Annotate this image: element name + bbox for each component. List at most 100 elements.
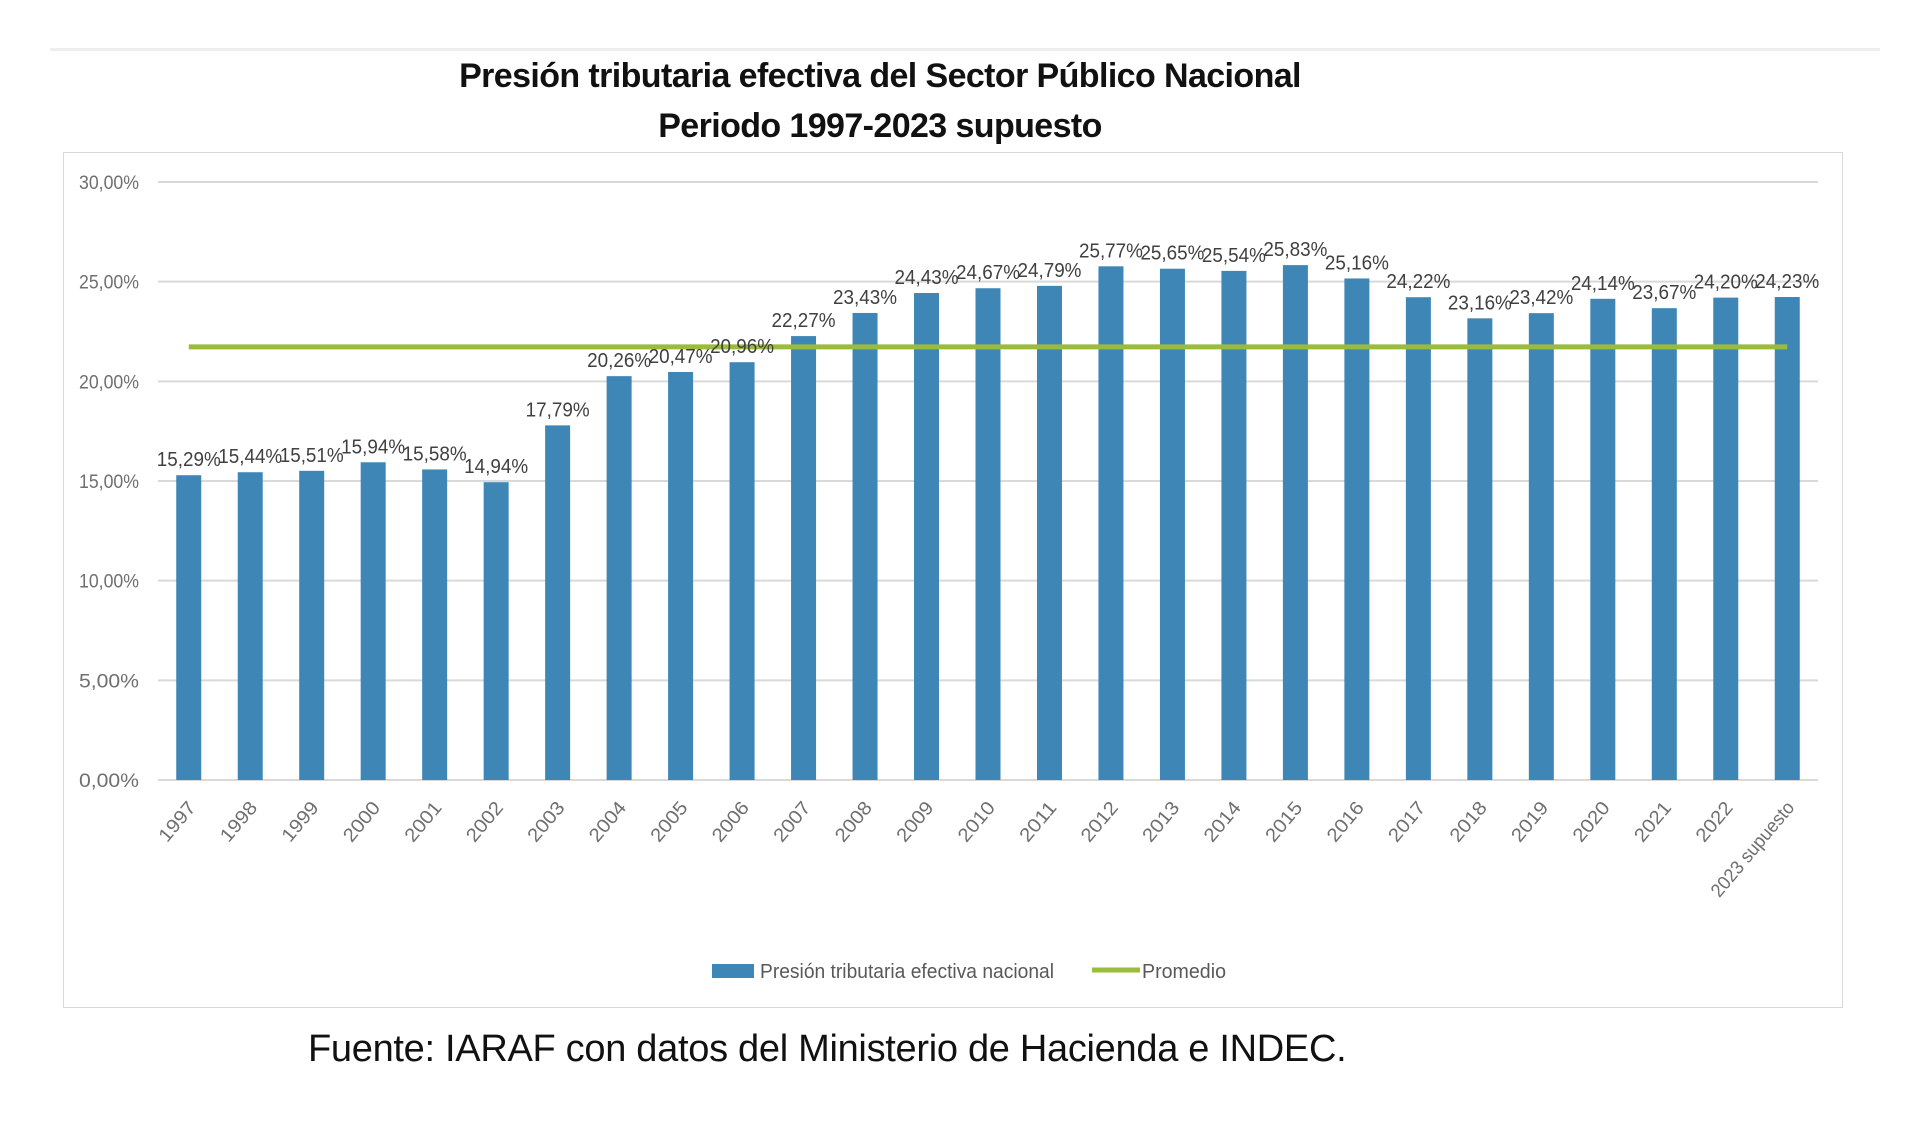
data-label: 15,94% <box>341 436 405 458</box>
y-tick-label: 5,00% <box>79 671 139 692</box>
bar <box>237 472 263 780</box>
bar <box>545 425 571 780</box>
bar <box>1036 285 1062 780</box>
data-labels: 15,29%15,44%15,51%15,94%15,58%14,94% 17,7… <box>157 239 1820 478</box>
bar <box>606 376 632 780</box>
data-label: 25,16% <box>1325 252 1389 274</box>
data-label: 20,26% <box>587 350 651 372</box>
x-tick-label: 2020 <box>1569 798 1615 847</box>
data-label: 25,54% <box>1202 245 1266 267</box>
data-label: 24,67% <box>956 262 1020 284</box>
legend: Presión tributaria efectiva nacional Pro… <box>712 961 1226 983</box>
data-label: 25,65% <box>1140 243 1204 265</box>
bar <box>299 470 325 780</box>
data-label: 25,77% <box>1079 240 1143 262</box>
x-tick-label: 2008 <box>831 798 877 847</box>
bar <box>483 482 509 780</box>
data-label: 20,96% <box>710 336 774 358</box>
bar <box>1344 278 1370 780</box>
y-tick-label: 15,00% <box>79 472 139 493</box>
x-tick-label: 2015 <box>1262 798 1308 847</box>
data-label: 15,44% <box>218 446 282 468</box>
x-tick-label: 1998 <box>216 798 262 847</box>
bar <box>1221 270 1247 780</box>
bar <box>1282 265 1308 780</box>
bar <box>1713 297 1739 780</box>
legend-label-average: Promedio <box>1142 961 1226 983</box>
x-tick-label: 2006 <box>708 798 754 847</box>
x-tick-label: 2021 <box>1630 798 1676 847</box>
bar <box>1774 297 1800 780</box>
bar <box>975 288 1001 780</box>
y-tick-label: 10,00% <box>79 572 139 593</box>
x-tick-label: 2010 <box>954 798 1000 847</box>
x-tick-label: 2007 <box>770 798 816 847</box>
bar <box>1405 297 1431 780</box>
x-tick-label: 2009 <box>893 798 939 847</box>
y-tick-label: 0,00% <box>79 771 139 792</box>
x-tick-label: 2018 <box>1446 798 1492 847</box>
chart-title: Presión tributaria efectiva del Sector P… <box>459 57 1301 95</box>
x-tick-label: 2014 <box>1200 797 1246 846</box>
data-label: 24,20% <box>1694 272 1758 294</box>
data-label: 24,79% <box>1017 260 1081 282</box>
y-tick-label: 25,00% <box>79 273 139 294</box>
x-tick-label: 2000 <box>339 798 385 847</box>
x-tick-label: 2013 <box>1139 798 1185 847</box>
bar <box>1651 308 1677 780</box>
y-tick-label: 30,00% <box>79 173 139 194</box>
bar <box>360 462 386 780</box>
bar <box>1159 268 1185 780</box>
data-label: 23,16% <box>1448 292 1512 314</box>
bar <box>729 362 755 780</box>
data-label: 22,27% <box>772 310 836 332</box>
data-label: 25,83% <box>1263 239 1327 261</box>
y-axis-labels: 0,00% 5,00% 10,00% 15,00% 20,00% 25,00% 30,00% <box>79 173 139 792</box>
chart-frame <box>63 152 1843 1008</box>
data-label: 15,58% <box>403 443 467 465</box>
x-tick-label: 2019 <box>1508 798 1554 847</box>
bar <box>668 371 694 780</box>
y-tick-label: 20,00% <box>79 372 139 393</box>
x-tick-label: 1999 <box>278 798 324 847</box>
data-label: 17,79% <box>526 399 590 421</box>
source-note: Fuente: IARAF con datos del Ministerio d… <box>308 1028 1347 1070</box>
data-label: 15,29% <box>157 449 221 471</box>
data-label: 15,51% <box>280 445 344 467</box>
x-tick-label: 2012 <box>1077 798 1123 847</box>
x-tick-label: 2005 <box>647 798 693 847</box>
bar <box>1098 266 1124 780</box>
bar <box>1528 313 1554 780</box>
data-label: 23,43% <box>833 287 897 309</box>
bars <box>176 265 1800 780</box>
data-label: 24,43% <box>895 267 959 289</box>
data-label: 20,47% <box>649 346 713 368</box>
bar <box>1467 318 1493 780</box>
chart-subtitle: Periodo 1997-2023 supuesto <box>658 107 1102 145</box>
top-divider <box>50 48 1880 51</box>
bar <box>791 336 817 780</box>
bar <box>176 475 202 780</box>
bar <box>852 312 878 780</box>
x-tick-label: 2003 <box>524 798 570 847</box>
bar <box>1590 298 1616 780</box>
legend-swatch-bar <box>712 964 754 978</box>
data-label: 24,14% <box>1571 273 1635 295</box>
data-label: 23,42% <box>1509 287 1573 309</box>
x-tick-label: 2011 <box>1016 798 1062 847</box>
bar <box>422 469 448 780</box>
x-tick-label: 2002 <box>462 798 508 847</box>
x-tick-label: 2017 <box>1385 798 1431 847</box>
x-axis-labels: 1997 1998 1999 2000 2001 2002 2003 2004 2005 2006… <box>155 797 1799 901</box>
data-label: 23,67% <box>1632 282 1696 304</box>
legend-label-bar: Presión tributaria efectiva nacional <box>760 961 1054 983</box>
data-label: 14,94% <box>464 456 528 478</box>
data-label: 24,23% <box>1755 271 1819 293</box>
bar <box>914 293 940 780</box>
data-label: 24,22% <box>1386 271 1450 293</box>
x-tick-label: 2001 <box>401 798 447 847</box>
x-tick-label: 2022 <box>1692 798 1738 847</box>
x-tick-label: 2016 <box>1323 798 1369 847</box>
x-tick-label: 2004 <box>585 797 631 846</box>
